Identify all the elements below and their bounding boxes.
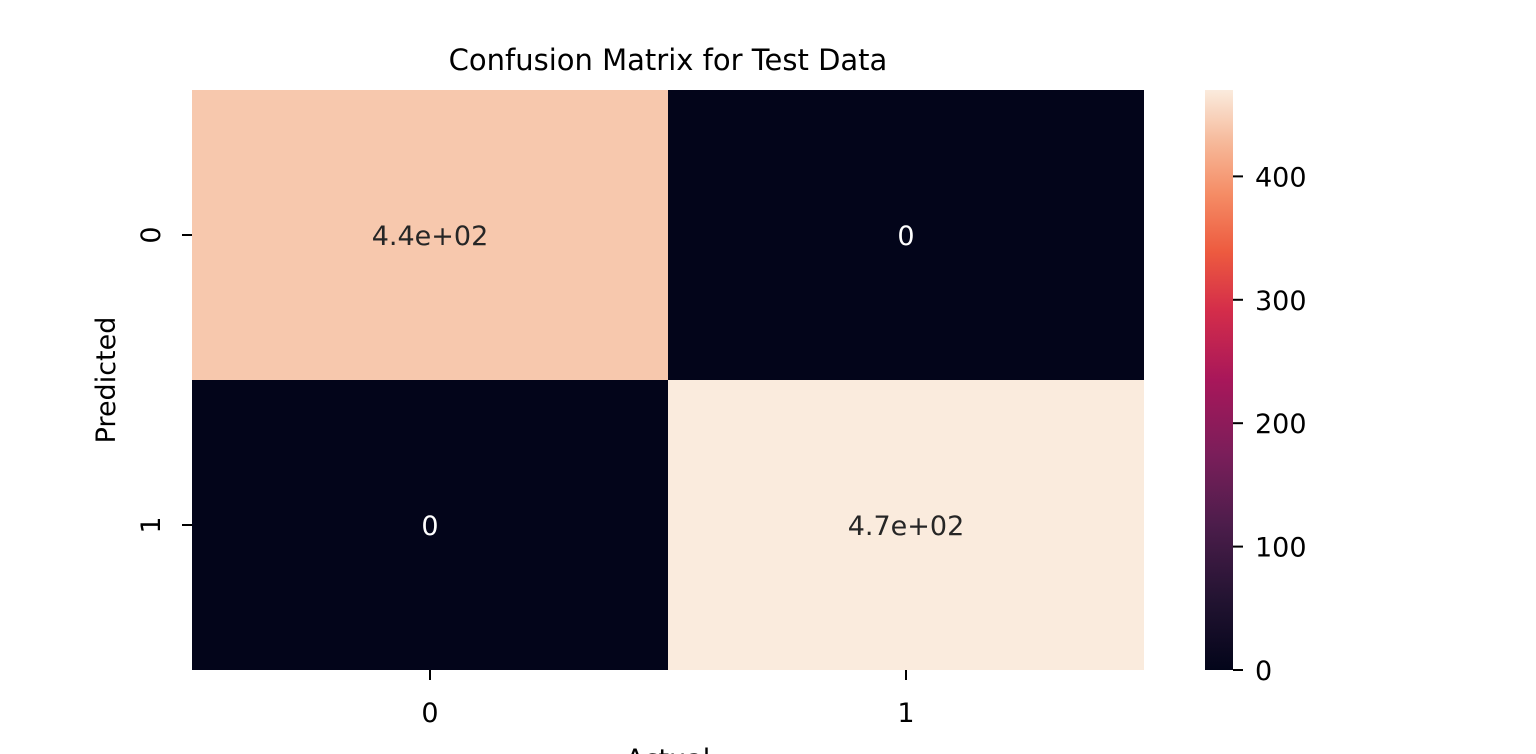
colorbar-tick-label-2: 200 [1255,409,1307,440]
y-axis: 01 [136,226,192,534]
cell-annotation-r1-c0: 0 [421,511,438,542]
cell-annotation-r0-c0: 4.4e+02 [372,221,489,252]
x-axis-label: Actual [626,744,711,754]
colorbar-tick-label-1: 100 [1255,533,1307,564]
cell-annotation-r1-c1: 4.7e+02 [848,511,965,542]
heatmap-cell-r1-c1 [668,380,1144,670]
colorbar-tick-label-4: 400 [1255,162,1307,193]
heatmap-cells [192,90,1144,670]
y-tick-label-0: 0 [136,226,167,243]
x-tick-label-1: 1 [897,698,914,729]
colorbar-ticks: 0 100 200 300 400 [1233,162,1307,687]
heatmap-cell-r0-c1 [668,90,1144,380]
y-axis-label: Predicted [91,317,122,444]
colorbar [1205,90,1233,670]
chart-title: Confusion Matrix for Test Data [449,43,888,77]
heatmap-cell-r1-c0 [192,380,668,670]
cell-annotation-r0-c1: 0 [897,221,914,252]
cell-annotations: 4.4e+02 0 0 4.7e+02 [372,221,965,542]
heatmap-cell-r0-c0 [192,90,668,380]
colorbar-tick-label-3: 300 [1255,286,1307,317]
colorbar-tick-label-0: 0 [1255,656,1272,687]
y-tick-label-1: 1 [136,516,167,533]
x-tick-label-0: 0 [421,698,438,729]
